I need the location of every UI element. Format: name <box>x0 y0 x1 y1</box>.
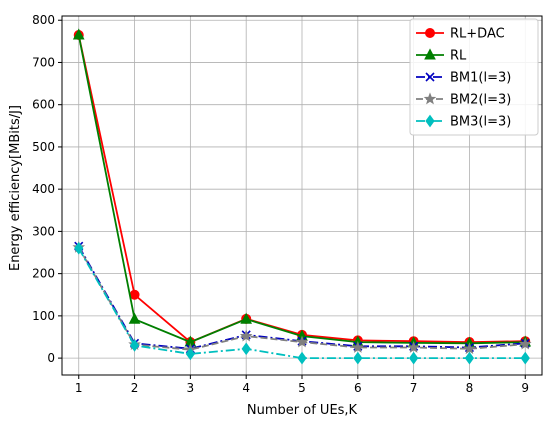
data-point <box>518 337 532 350</box>
y-tick-label: 100 <box>32 309 55 323</box>
data-point <box>297 351 307 365</box>
series-lines <box>72 28 532 365</box>
grid-lines <box>62 16 542 375</box>
data-point <box>129 339 140 352</box>
data-point <box>74 241 84 255</box>
legend-label: RL <box>450 49 467 64</box>
data-point <box>72 28 85 40</box>
y-tick-label: 400 <box>32 182 55 196</box>
legend: RL+DAC RL BM1(l=3) BM2(l=3) BM3(l=3) <box>409 18 539 136</box>
data-point <box>239 329 253 342</box>
data-point <box>351 340 365 353</box>
y-tick-label: 0 <box>47 351 55 365</box>
x-tick-label: 7 <box>410 381 418 395</box>
x-tick-label: 8 <box>466 381 474 395</box>
legend-marker <box>423 92 437 105</box>
y-tick-label: 300 <box>32 224 55 238</box>
x-tick-label: 4 <box>242 381 250 395</box>
legend-label: BM1(l=3) <box>450 71 511 86</box>
x-axis-label: Number of UEs,K <box>247 403 358 418</box>
x-tick-label: 2 <box>131 381 139 395</box>
data-point <box>185 347 195 361</box>
legend-marker <box>425 28 435 38</box>
data-point <box>241 342 251 356</box>
x-tick-label: 9 <box>521 381 529 395</box>
y-tick-label: 500 <box>32 140 55 154</box>
y-tick-label: 600 <box>32 98 55 112</box>
y-axis-label: Energy efficiency[MBits/J] <box>8 105 23 271</box>
data-point <box>409 351 419 365</box>
data-point <box>407 340 420 353</box>
x-tick-label: 1 <box>75 381 83 395</box>
legend-label: BM2(l=3) <box>450 93 511 108</box>
y-tick-label: 700 <box>32 55 55 69</box>
data-point <box>129 289 140 300</box>
series-group <box>72 240 532 356</box>
data-point <box>353 351 363 365</box>
legend-marker <box>424 48 436 60</box>
y-tick-label: 800 <box>32 13 55 27</box>
series-group <box>74 241 530 365</box>
legend-box <box>409 18 539 136</box>
y-axis-ticks: 0 100 200 300 400 500 600 700 800 <box>32 13 62 365</box>
data-point <box>240 312 253 324</box>
legend-label: BM3(l=3) <box>450 115 511 130</box>
legend-label: RL+DAC <box>450 27 505 42</box>
series-line <box>77 247 526 360</box>
x-tick-label: 6 <box>354 381 362 395</box>
series-line <box>77 245 526 350</box>
data-point <box>464 351 475 365</box>
data-point <box>463 342 476 355</box>
x-tick-label: 5 <box>298 381 306 395</box>
data-point <box>128 312 141 324</box>
y-tick-label: 200 <box>32 267 55 281</box>
x-tick-label: 3 <box>187 381 195 395</box>
legend-marker <box>425 114 435 128</box>
data-point <box>520 351 530 365</box>
data-point <box>295 335 309 348</box>
legend-marker <box>425 72 435 82</box>
x-axis-ticks: 1 2 3 4 5 6 7 8 9 <box>75 375 529 395</box>
